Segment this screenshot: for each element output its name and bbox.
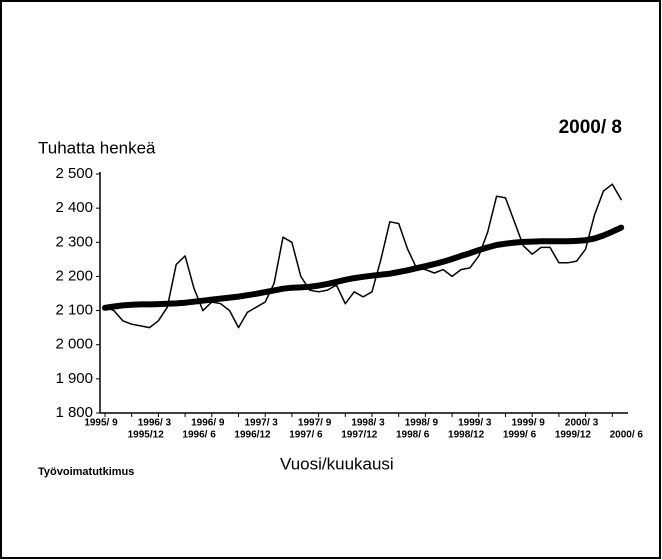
x-tick-label: 1998/12 [448, 430, 485, 441]
y-tick-label: 2 500 [55, 165, 93, 182]
chart-title: 2000/ 8 [559, 117, 622, 138]
x-tick-label: 1998/ 3 [351, 418, 385, 429]
x-tick-label: 1997/ 3 [245, 418, 279, 429]
x-tick-label: 1996/12 [234, 430, 271, 441]
x-tick-label: 1997/12 [341, 430, 378, 441]
x-tick-label: 1997/ 6 [289, 430, 323, 441]
x-tick-label: 1999/ 3 [458, 418, 492, 429]
source: Työvoimatutkimus [38, 466, 134, 478]
y-tick-label: 2 100 [55, 302, 93, 319]
y-axis-label: Tuhatta henkeä [38, 138, 156, 157]
series-line [104, 183, 622, 329]
x-tick-label: 2000/ 6 [610, 430, 644, 441]
x-axis-label: Vuosi/kuukausi [280, 454, 394, 473]
x-tick-label: 1997/ 9 [298, 418, 332, 429]
x-tick-label: 1995/ 9 [84, 418, 118, 429]
x-tick-label: 1999/ 9 [512, 418, 546, 429]
x-tick-label: 1996/ 6 [182, 430, 216, 441]
x-tick-label: 1998/ 6 [396, 430, 430, 441]
y-tick-label: 2 400 [55, 199, 93, 216]
x-tick-label: 2000/ 3 [565, 418, 599, 429]
x-tick-label: 1995/12 [128, 430, 165, 441]
y-tick-label: 2 200 [55, 267, 93, 284]
y-tick-label: 2 000 [55, 336, 93, 353]
x-tick-label: 1998/ 9 [405, 418, 439, 429]
x-tick-label: 1999/ 6 [503, 430, 537, 441]
x-tick-label: 1999/12 [555, 430, 592, 441]
series-line [102, 224, 625, 311]
y-tick-label: 2 300 [55, 233, 93, 250]
y-tick-label: 1 800 [55, 404, 93, 421]
x-tick-label: 1996/ 9 [191, 418, 225, 429]
y-tick-label: 1 900 [55, 370, 93, 387]
x-tick-label: 1996/ 3 [138, 418, 172, 429]
